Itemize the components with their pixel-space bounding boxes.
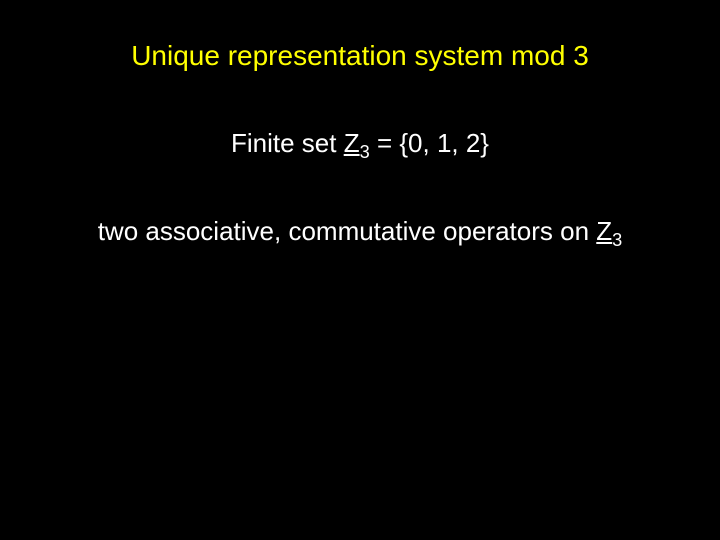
z-symbol-1: Z3 [344,128,370,158]
slide: Unique representation system mod 3 Finit… [0,0,720,540]
z-letter-1: Z [344,128,360,158]
operators-line: two associative, commutative operators o… [0,216,720,247]
z-sub-1: 3 [360,142,370,162]
finite-set-suffix: = {0, 1, 2} [370,128,489,158]
z-sub-2: 3 [612,230,622,250]
z-letter-2: Z [596,216,612,246]
finite-set-line: Finite set Z3 = {0, 1, 2} [0,128,720,159]
slide-title: Unique representation system mod 3 [0,40,720,72]
finite-set-prefix: Finite set [231,128,344,158]
operators-prefix: two associative, commutative operators o… [98,216,597,246]
z-symbol-2: Z3 [596,216,622,246]
